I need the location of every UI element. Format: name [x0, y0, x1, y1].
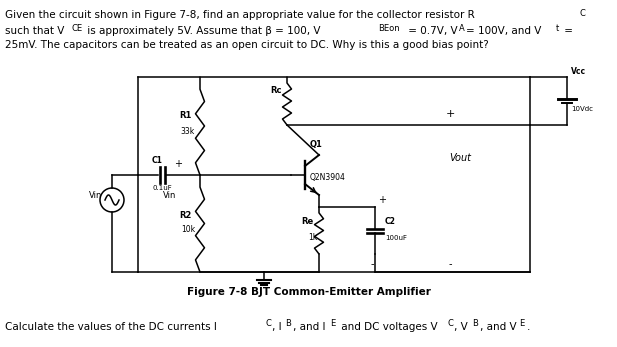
- Text: 0.1uF: 0.1uF: [152, 185, 172, 191]
- Text: .: .: [527, 322, 531, 332]
- Text: C: C: [265, 319, 271, 328]
- Text: E: E: [330, 319, 335, 328]
- Text: =: =: [561, 26, 573, 36]
- Text: 10Vdc: 10Vdc: [571, 106, 593, 112]
- Text: = 0.7V, V: = 0.7V, V: [405, 26, 458, 36]
- Text: E: E: [519, 319, 524, 328]
- Text: -: -: [448, 259, 452, 269]
- Text: 100uF: 100uF: [385, 236, 407, 242]
- Text: Rc: Rc: [270, 86, 282, 95]
- Text: 25mV. The capacitors can be treated as an open circuit to DC. Why is this a good: 25mV. The capacitors can be treated as a…: [5, 40, 489, 50]
- Text: R1: R1: [180, 111, 192, 120]
- Text: , I: , I: [272, 322, 281, 332]
- Text: +: +: [445, 109, 455, 119]
- Text: -: -: [370, 259, 374, 269]
- Text: Figure 7-8 BJT Common-Emitter Amplifier: Figure 7-8 BJT Common-Emitter Amplifier: [186, 287, 431, 297]
- Text: = 100V, and V: = 100V, and V: [466, 26, 541, 36]
- Text: Vin: Vin: [89, 191, 102, 200]
- Text: +: +: [378, 195, 386, 205]
- Text: Vout: Vout: [449, 153, 471, 163]
- Text: , V: , V: [454, 322, 468, 332]
- Text: B: B: [285, 319, 291, 328]
- Text: A: A: [459, 24, 465, 33]
- Text: Re: Re: [302, 218, 314, 227]
- Text: , and V: , and V: [480, 322, 516, 332]
- Text: t: t: [556, 24, 559, 33]
- Text: Q1: Q1: [310, 140, 323, 149]
- Text: B: B: [472, 319, 478, 328]
- Text: is approximately 5V. Assume that β = 100, V: is approximately 5V. Assume that β = 100…: [84, 26, 320, 36]
- Text: Vcc: Vcc: [571, 67, 586, 76]
- Text: C: C: [579, 9, 585, 18]
- Text: , and I: , and I: [293, 322, 326, 332]
- Text: Given the circuit shown in Figure 7-8, find an appropriate value for the collect: Given the circuit shown in Figure 7-8, f…: [5, 10, 474, 20]
- Text: BEon: BEon: [378, 24, 400, 33]
- Text: 10k: 10k: [181, 226, 195, 235]
- Text: +: +: [174, 159, 182, 169]
- Text: C: C: [447, 319, 453, 328]
- Text: C2: C2: [385, 218, 396, 227]
- Text: such that V: such that V: [5, 26, 64, 36]
- Text: Calculate the values of the DC currents I: Calculate the values of the DC currents …: [5, 322, 217, 332]
- Text: C1: C1: [152, 156, 162, 165]
- Text: 1k: 1k: [308, 232, 317, 242]
- Text: CE: CE: [71, 24, 82, 33]
- Text: Vin: Vin: [164, 191, 176, 200]
- Text: Q2N3904: Q2N3904: [310, 173, 346, 182]
- Text: R2: R2: [180, 211, 192, 220]
- Text: 33k: 33k: [181, 127, 195, 136]
- Text: and DC voltages V: and DC voltages V: [338, 322, 437, 332]
